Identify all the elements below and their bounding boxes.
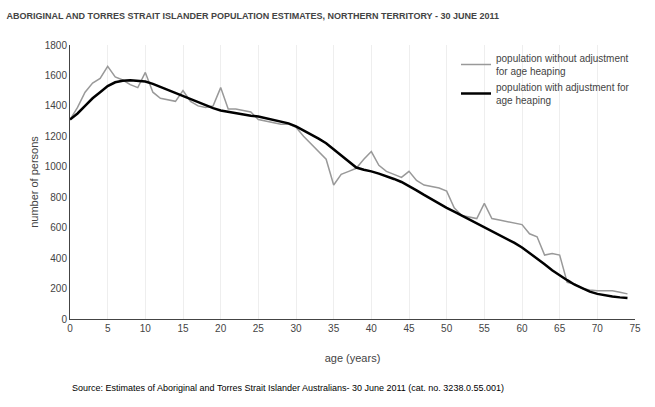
svg-text:0: 0: [61, 314, 67, 325]
svg-text:number of persons: number of persons: [28, 136, 40, 228]
svg-text:45: 45: [403, 323, 415, 334]
svg-text:40: 40: [366, 323, 378, 334]
svg-text:10: 10: [140, 323, 152, 334]
svg-text:15: 15: [177, 323, 189, 334]
svg-text:75: 75: [629, 323, 641, 334]
svg-text:5: 5: [105, 323, 111, 334]
svg-text:600: 600: [50, 222, 67, 233]
svg-text:55: 55: [479, 323, 491, 334]
svg-text:20: 20: [215, 323, 227, 334]
svg-text:ABORIGINAL AND TORRES STRAIT I: ABORIGINAL AND TORRES STRAIT ISLANDER PO…: [7, 11, 499, 21]
svg-text:800: 800: [50, 192, 67, 203]
svg-text:35: 35: [328, 323, 340, 334]
svg-text:age (years): age (years): [325, 352, 381, 364]
svg-text:population with adjustment for: population with adjustment forage heapin…: [496, 82, 630, 106]
svg-text:25: 25: [253, 323, 265, 334]
svg-text:50: 50: [441, 323, 453, 334]
svg-text:30: 30: [290, 323, 302, 334]
svg-text:1600: 1600: [45, 70, 68, 81]
svg-text:population without adjustmentf: population without adjustmentfor age hea…: [496, 53, 629, 77]
svg-text:1000: 1000: [45, 161, 68, 172]
svg-text:200: 200: [50, 283, 67, 294]
svg-text:65: 65: [554, 323, 566, 334]
svg-text:0: 0: [67, 323, 73, 334]
svg-text:1200: 1200: [45, 131, 68, 142]
svg-text:Source: Estimates of Aborigina: Source: Estimates of Aboriginal and Torr…: [72, 383, 504, 393]
svg-text:60: 60: [516, 323, 528, 334]
svg-text:1400: 1400: [45, 100, 68, 111]
svg-text:70: 70: [592, 323, 604, 334]
svg-text:400: 400: [50, 253, 67, 264]
svg-text:1800: 1800: [45, 40, 68, 51]
